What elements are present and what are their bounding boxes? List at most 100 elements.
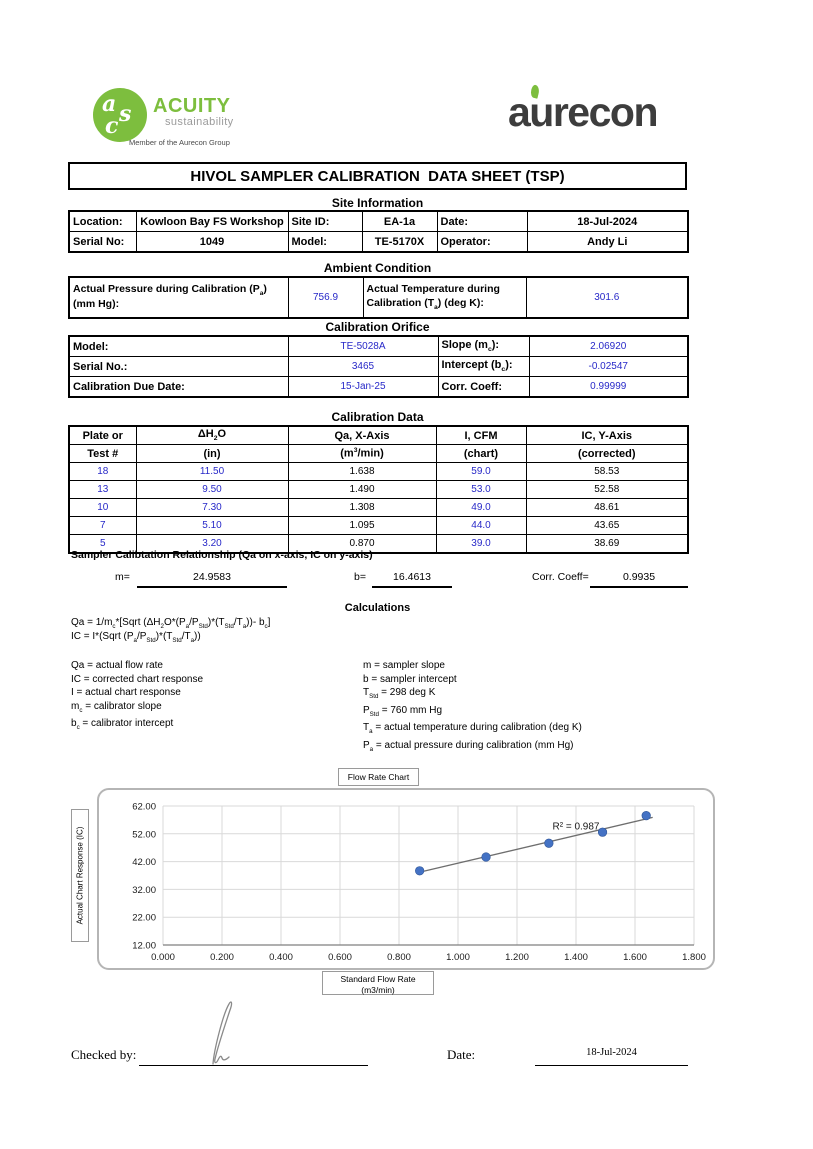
table-cell: 7 bbox=[68, 516, 137, 535]
calibration-data-table: Plate or ΔH2O Qa, X-Axis I, CFM IC, Y-Ax… bbox=[68, 425, 689, 554]
site-id-value: EA-1a bbox=[361, 210, 438, 232]
serial-label: Serial No: bbox=[68, 231, 137, 253]
table-row: 7 5.10 1.095 44.0 43.65 bbox=[68, 516, 689, 535]
ambient-condition-table: Actual Pressure during Calibration (Pa)(… bbox=[68, 276, 689, 319]
svg-text:32.00: 32.00 bbox=[132, 885, 156, 896]
y-axis-label: Actual Chart Response (IC) bbox=[71, 809, 89, 942]
table-row: Actual Pressure during Calibration (Pa)(… bbox=[68, 276, 689, 319]
corr-underline bbox=[590, 586, 688, 588]
definitions-left: Qa = actual flow rate IC = corrected char… bbox=[71, 659, 203, 735]
aurecon-wordmark: aurecon bbox=[508, 89, 659, 135]
checked-by-line bbox=[139, 1019, 368, 1066]
table-cell: 59.0 bbox=[435, 462, 527, 481]
pressure-label: Actual Pressure during Calibration (Pa)(… bbox=[68, 276, 289, 319]
acuity-logo: a s c ACUITY sustainability Member of th… bbox=[93, 86, 323, 166]
scatter-point bbox=[597, 827, 608, 837]
m-label: m= bbox=[115, 571, 130, 583]
definition-line: TStd = 298 deg K bbox=[363, 687, 436, 700]
calibration-orifice-table: Model: TE-5028A Slope (mc): 2.06920 Seri… bbox=[68, 335, 689, 398]
table-row: 18 11.50 1.638 59.0 58.53 bbox=[68, 462, 689, 481]
svg-text:R² = 0.987: R² = 0.987 bbox=[553, 822, 600, 833]
acuity-member-line: Member of the Aurecon Group bbox=[129, 138, 230, 147]
flow-rate-chart-title: Flow Rate Chart bbox=[338, 768, 419, 786]
orifice-model-value: TE-5028A bbox=[287, 335, 439, 357]
svg-text:0.400: 0.400 bbox=[269, 952, 293, 963]
svg-text:62.00: 62.00 bbox=[132, 802, 156, 813]
col-header: (corrected) bbox=[525, 444, 689, 463]
scatter-point bbox=[415, 866, 425, 876]
definition-line: PStd = 760 mm Hg bbox=[363, 704, 443, 718]
definition-line: IC = corrected chart response bbox=[71, 673, 204, 685]
table-row: Location: Kowloon Bay FS Workshop Site I… bbox=[68, 210, 689, 232]
table-row: Serial No: 1049 Model: TE-5170X Operator… bbox=[68, 231, 689, 253]
corr-coeff-value: 0.99999 bbox=[528, 376, 689, 398]
m-underline bbox=[137, 586, 287, 588]
table-cell: 1.095 bbox=[287, 516, 437, 535]
svg-text:22.00: 22.00 bbox=[132, 913, 156, 924]
footer-date-label: Date: bbox=[447, 1047, 476, 1062]
col-header: (m3/min) bbox=[287, 444, 437, 463]
site-info-table: Location: Kowloon Bay FS Workshop Site I… bbox=[68, 210, 689, 253]
intercept-value: -0.02547 bbox=[528, 356, 689, 377]
scatter-point bbox=[544, 838, 554, 848]
definitions-right: m = sampler slope b = sampler intercept TS… bbox=[363, 659, 582, 756]
definition-line: m = sampler slope bbox=[363, 660, 445, 671]
table-cell: 43.65 bbox=[525, 516, 689, 535]
table-row: Calibration Due Date: 15-Jan-25 Corr. Co… bbox=[68, 376, 689, 398]
table-cell: 1.308 bbox=[287, 498, 437, 517]
footer-date-line bbox=[535, 1019, 688, 1066]
table-cell: 48.61 bbox=[525, 498, 689, 517]
model-value: TE-5170X bbox=[361, 231, 438, 253]
svg-text:0.800: 0.800 bbox=[387, 952, 411, 963]
formula-qa: Qa = 1/mc*[Sqrt (ΔH2O*(Pa/PStd)*(TStd/Ta… bbox=[71, 617, 271, 630]
svg-text:0.200: 0.200 bbox=[210, 952, 234, 963]
col-header: I, CFM bbox=[435, 425, 527, 445]
definition-line: mc = calibrator slope bbox=[71, 700, 162, 714]
table-cell: 39.0 bbox=[435, 534, 527, 554]
orifice-serial-value: 3465 bbox=[287, 356, 439, 377]
corr-value: 0.9935 bbox=[622, 571, 656, 583]
operator-label: Operator: bbox=[436, 231, 528, 253]
svg-text:12.00: 12.00 bbox=[132, 941, 156, 952]
table-cell: 52.58 bbox=[525, 480, 689, 499]
pressure-value: 756.9 bbox=[287, 276, 364, 319]
footer-date-value: 18-Jul-2024 bbox=[586, 1047, 637, 1058]
aurecon-logo: aurecon bbox=[508, 84, 659, 135]
orifice-serial-label: Serial No.: bbox=[68, 356, 289, 377]
orifice-model-label: Model: bbox=[68, 335, 289, 357]
acuity-name: ACUITY bbox=[153, 95, 231, 117]
table-cell: 38.69 bbox=[525, 534, 689, 554]
temperature-label: Actual Temperature during Calibration (Ta… bbox=[362, 276, 527, 319]
site-id-label: Site ID: bbox=[287, 210, 363, 232]
model-label: Model: bbox=[287, 231, 363, 253]
corr-label: Corr. Coeff= bbox=[532, 571, 589, 583]
signature bbox=[212, 1001, 233, 1065]
table-cell: 5 bbox=[68, 534, 137, 554]
table-row: 5 3.20 0.870 39.0 38.69 bbox=[68, 534, 689, 554]
definition-line: b = sampler intercept bbox=[363, 673, 457, 685]
acuity-tagline: sustainability bbox=[165, 116, 234, 128]
calibration-data-heading: Calibration Data bbox=[331, 410, 424, 424]
table-cell: 10 bbox=[68, 498, 137, 517]
definition-line: bc = calibrator intercept bbox=[71, 718, 174, 731]
table-row: 13 9.50 1.490 53.0 52.58 bbox=[68, 480, 689, 499]
corr-coeff-label: Corr. Coeff: bbox=[437, 376, 530, 398]
col-header: Test # bbox=[68, 444, 137, 463]
col-header: (chart) bbox=[435, 444, 527, 463]
svg-text:1.400: 1.400 bbox=[564, 952, 588, 963]
table-cell: 53.0 bbox=[435, 480, 527, 499]
acuity-monogram-icon: a s c bbox=[93, 88, 147, 142]
table-header-row: Plate or ΔH2O Qa, X-Axis I, CFM IC, Y-Ax… bbox=[68, 425, 689, 445]
table-cell: 1.490 bbox=[287, 480, 437, 499]
col-header: IC, Y-Axis bbox=[525, 425, 689, 445]
svg-text:42.00: 42.00 bbox=[132, 857, 156, 868]
table-row: Model: TE-5028A Slope (mc): 2.06920 bbox=[68, 335, 689, 357]
checked-by-label: Checked by: bbox=[71, 1047, 137, 1062]
definition-line: Pa = actual pressure during calibration … bbox=[363, 739, 574, 753]
relationship-heading: Sampler Calibtation Relationship (Qa on … bbox=[71, 549, 373, 561]
col-header: (in) bbox=[135, 444, 289, 463]
table-cell: 58.53 bbox=[525, 462, 689, 481]
location-value: Kowloon Bay FS Workshop bbox=[135, 210, 289, 232]
site-information-heading: Site Information bbox=[331, 196, 424, 210]
